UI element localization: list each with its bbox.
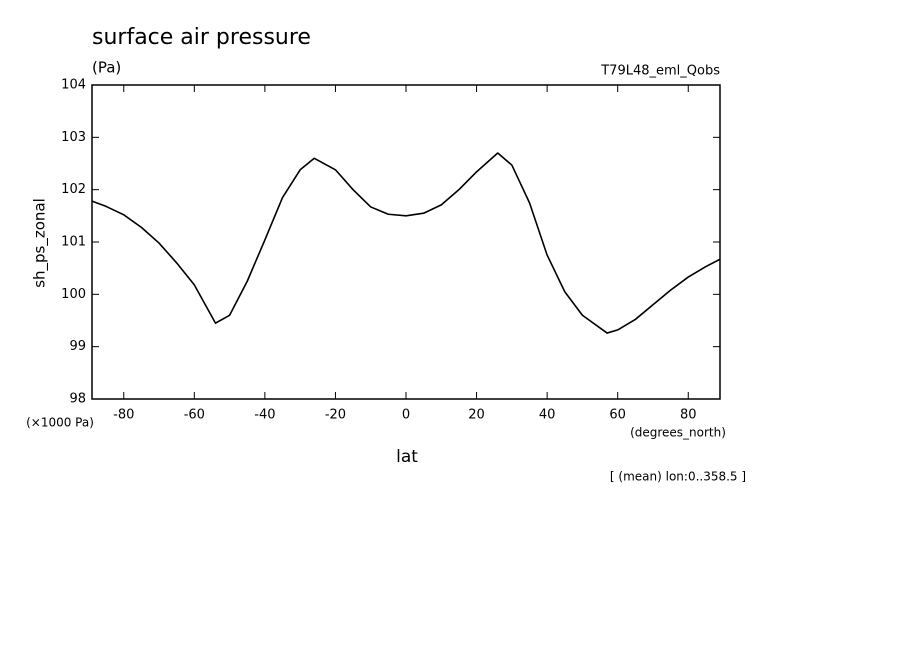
- y-tick-label: 103: [61, 130, 86, 145]
- experiment-label: T79L48_eml_Qobs: [600, 64, 720, 79]
- y-axis-title: sh_ps_zonal: [31, 198, 50, 288]
- x-tick-label: -60: [184, 408, 205, 423]
- x-tick-label: -80: [113, 408, 134, 423]
- x-tick-label: 60: [609, 408, 626, 423]
- x-axis-title: lat: [396, 447, 418, 467]
- y-tick-label: 98: [69, 392, 86, 407]
- x-axis-unit: (degrees_north): [630, 426, 726, 440]
- y-tick-label: 102: [61, 182, 86, 197]
- x-tick-label: -20: [325, 408, 346, 423]
- y-tick-label: 100: [61, 287, 86, 302]
- y-tick-label: 104: [61, 78, 86, 93]
- y-tick-label: 99: [69, 339, 86, 354]
- y-axis-unit: (×1000 Pa): [26, 416, 94, 430]
- subtitle: (Pa): [92, 59, 121, 77]
- x-tick-label: 0: [402, 408, 410, 423]
- chart-title: surface air pressure: [92, 25, 311, 50]
- x-tick-label: 40: [539, 408, 556, 423]
- x-tick-label: 80: [680, 408, 697, 423]
- y-tick-label: 101: [61, 235, 86, 250]
- line: [91, 152, 721, 334]
- note: [ (mean) lon:0..358.5 ]: [610, 470, 746, 484]
- x-tick-label: -40: [254, 408, 275, 423]
- x-tick-label: 20: [468, 408, 485, 423]
